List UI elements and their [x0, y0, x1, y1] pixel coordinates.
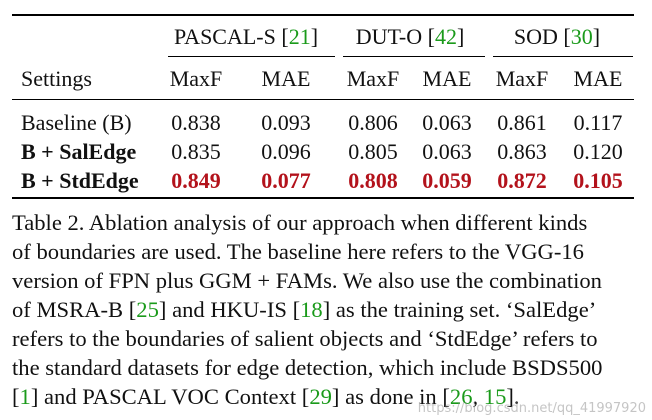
- dataset-name: DUT-O: [355, 24, 423, 49]
- caption-line: refers to the boundaries of salient obje…: [12, 326, 598, 351]
- citation-bracket: ]: [506, 384, 514, 409]
- citation-link[interactable]: 25: [136, 297, 159, 322]
- citation-bracket: [: [563, 24, 571, 49]
- table-caption: Table 2. Ablation analysis of our approa…: [12, 208, 642, 411]
- caption-line: [1] and PASCAL VOC Context [29] as done …: [12, 382, 642, 411]
- caption-line: of boundaries are used. The baseline her…: [12, 239, 584, 264]
- citation-bracket: ]: [592, 24, 601, 49]
- caption-text: as the training set. ‘SalEdge’: [330, 297, 597, 322]
- citation-link[interactable]: 21: [288, 24, 311, 49]
- table-cell: 0.835: [171, 139, 221, 164]
- group-header-sod: SOD [30]: [514, 24, 600, 50]
- citation-bracket: [: [292, 297, 301, 322]
- metric-header: MaxF: [346, 66, 400, 91]
- metric-header: MAE: [422, 66, 472, 91]
- table-cell-best: 0.059: [422, 168, 472, 193]
- citation-link[interactable]: 18: [300, 297, 323, 322]
- citation-bracket: [: [281, 24, 289, 49]
- group-header-pascal-s: PASCAL-S [21]: [174, 24, 318, 50]
- caption-text: .: [513, 384, 520, 409]
- table-cell: 0.861: [497, 110, 547, 135]
- dataset-name: PASCAL-S: [173, 24, 276, 49]
- table-cell-best: 0.872: [497, 168, 547, 193]
- dataset-name: SOD: [513, 24, 558, 49]
- table-cell-best: 0.105: [573, 168, 623, 193]
- table-cell: 0.063: [422, 110, 472, 135]
- table-cell-best: 0.077: [261, 168, 311, 193]
- table-cell-best: 0.849: [171, 168, 221, 193]
- citation-bracket: ]: [331, 384, 340, 409]
- row-name-saledge: B + SalEdge: [21, 139, 137, 164]
- ablation-table: PASCAL-S [21] DUT-O [42] SOD [30] Settin…: [0, 0, 652, 200]
- caption-text: and HKU-IS: [166, 297, 293, 322]
- citation-bracket: [: [301, 384, 310, 409]
- citation-bracket: [: [427, 24, 435, 49]
- citation-link[interactable]: 15: [483, 384, 507, 409]
- citation-bracket: ]: [456, 24, 465, 49]
- metric-header: MAE: [261, 66, 311, 91]
- group-header-dut-o: DUT-O [42]: [356, 24, 465, 50]
- table-cell: 0.093: [261, 110, 311, 135]
- citation-bracket: ]: [30, 384, 39, 409]
- table-header-rule: [12, 99, 634, 100]
- citation-link[interactable]: 1: [19, 384, 31, 409]
- caption-text: as done in: [339, 384, 443, 409]
- row-name-stdedge: B + StdEdge: [21, 168, 139, 193]
- table-cell: 0.838: [171, 110, 221, 135]
- citation-bracket: [: [128, 297, 137, 322]
- table-cell: 0.117: [573, 110, 623, 135]
- citation-bracket: ]: [158, 297, 167, 322]
- metric-header: MaxF: [169, 66, 223, 91]
- caption-line: Table 2. Ablation analysis of our approa…: [12, 210, 588, 235]
- group-rule-dut-o: [343, 56, 485, 57]
- caption-text: and PASCAL VOC Context: [38, 384, 302, 409]
- citation-bracket: ]: [322, 297, 331, 322]
- citation-link[interactable]: 29: [309, 384, 332, 409]
- table-cell: 0.063: [422, 139, 472, 164]
- table-bottom-rule: [12, 197, 634, 199]
- caption-line: version of FPN plus GGM + FAMs. We also …: [12, 268, 602, 293]
- citation-link[interactable]: 26: [449, 384, 473, 409]
- citation-bracket: ]: [310, 24, 319, 49]
- citation-link[interactable]: 30: [570, 24, 593, 49]
- settings-header: Settings: [21, 66, 92, 91]
- table-cell: 0.120: [573, 139, 623, 164]
- citation-bracket: [: [12, 384, 20, 409]
- table-cell: 0.805: [348, 139, 398, 164]
- caption-line: the standard datasets for edge detection…: [12, 355, 603, 380]
- citation-bracket: [: [442, 384, 450, 409]
- caption-line: of MSRA-B [25] and HKU-IS [18] as the tr…: [12, 295, 642, 324]
- row-name-baseline: Baseline (B): [21, 110, 132, 135]
- table-cell: 0.096: [261, 139, 311, 164]
- metric-header: MAE: [573, 66, 623, 91]
- table-cell: 0.806: [348, 110, 398, 135]
- group-rule-pascal-s: [168, 56, 335, 57]
- watermark: https://blog.csdn.net/qq_41997920: [417, 401, 646, 416]
- table-cell: 0.863: [497, 139, 547, 164]
- citation-separator: ,: [472, 384, 484, 409]
- metric-header: MaxF: [495, 66, 549, 91]
- citation-link[interactable]: 42: [434, 24, 457, 49]
- table-top-rule: [12, 14, 634, 16]
- group-rule-sod: [493, 56, 633, 57]
- caption-text: of MSRA-B: [12, 297, 129, 322]
- table-cell-best: 0.808: [348, 168, 398, 193]
